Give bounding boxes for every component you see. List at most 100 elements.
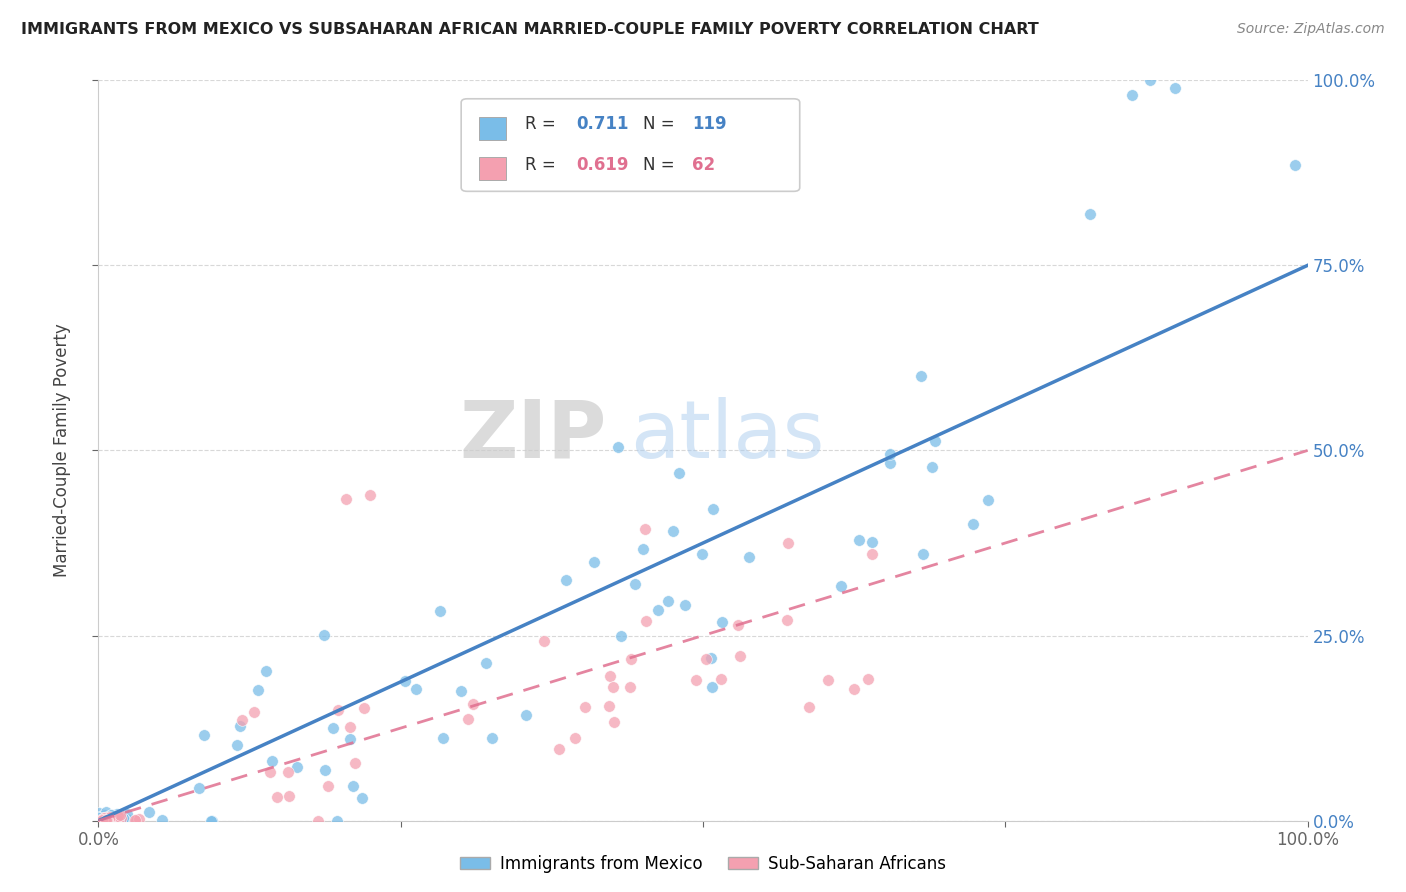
Point	[105, 807, 128, 822]
Point	[93, 810, 115, 824]
Point	[107, 808, 129, 822]
Point	[201, 814, 224, 828]
Point	[93, 811, 115, 825]
Point	[107, 813, 129, 827]
Point	[107, 813, 129, 827]
Point	[128, 812, 150, 826]
Point	[111, 811, 134, 825]
Point	[97, 812, 120, 826]
Point	[316, 779, 339, 793]
Point	[879, 447, 901, 461]
Text: atlas: atlas	[630, 397, 825, 475]
Point	[98, 810, 121, 824]
Point	[856, 673, 879, 687]
Point	[124, 814, 146, 828]
Point	[657, 594, 679, 608]
Point	[100, 808, 122, 822]
Point	[463, 697, 485, 711]
Point	[702, 502, 724, 516]
Point	[277, 765, 299, 780]
Point	[830, 579, 852, 593]
Point	[624, 577, 647, 591]
Point	[110, 811, 132, 825]
Point	[842, 682, 865, 697]
Point	[246, 683, 269, 698]
Point	[200, 814, 222, 828]
Point	[564, 731, 586, 746]
Point	[91, 811, 114, 825]
Point	[91, 813, 114, 827]
Point	[260, 754, 283, 768]
Point	[228, 719, 250, 733]
Text: Source: ZipAtlas.com: Source: ZipAtlas.com	[1237, 22, 1385, 37]
Point	[266, 790, 288, 805]
Point	[96, 805, 118, 820]
Point	[911, 547, 934, 561]
Point	[574, 699, 596, 714]
Point	[96, 813, 118, 827]
Point	[97, 811, 120, 825]
Point	[1163, 80, 1185, 95]
Point	[353, 701, 375, 715]
Point	[322, 721, 344, 735]
Point	[631, 541, 654, 556]
Point	[89, 813, 111, 827]
Point	[475, 656, 498, 670]
Point	[94, 812, 117, 826]
Point	[90, 813, 112, 827]
Point	[602, 680, 624, 694]
Point	[115, 807, 138, 822]
Point	[962, 517, 984, 532]
Point	[193, 729, 215, 743]
Point	[307, 814, 329, 828]
FancyBboxPatch shape	[479, 117, 506, 139]
Point	[226, 738, 249, 752]
Point	[634, 522, 657, 536]
Point	[977, 493, 1000, 508]
Point	[91, 813, 114, 827]
Point	[620, 651, 643, 665]
Point	[326, 814, 349, 828]
Point	[685, 673, 707, 688]
Point	[90, 813, 112, 827]
Point	[1284, 158, 1306, 172]
Text: 119: 119	[692, 115, 727, 133]
Point	[107, 811, 129, 825]
Point	[1139, 73, 1161, 87]
Point	[231, 713, 253, 727]
Point	[93, 812, 115, 826]
Point	[339, 720, 361, 734]
Point	[360, 488, 382, 502]
Point	[104, 812, 127, 826]
Point	[457, 712, 479, 726]
Point	[259, 764, 281, 779]
Text: ZIP: ZIP	[458, 397, 606, 475]
Text: 0.711: 0.711	[576, 115, 628, 133]
Point	[728, 649, 751, 664]
Point	[104, 812, 127, 826]
Text: IMMIGRANTS FROM MEXICO VS SUBSAHARAN AFRICAN MARRIED-COUPLE FAMILY POVERTY CORRE: IMMIGRANTS FROM MEXICO VS SUBSAHARAN AFR…	[21, 22, 1039, 37]
Point	[93, 812, 115, 826]
Point	[104, 809, 127, 823]
Point	[108, 814, 131, 828]
Text: 62: 62	[692, 156, 716, 175]
Point	[87, 812, 110, 826]
Point	[96, 813, 118, 827]
Point	[187, 781, 209, 796]
Point	[103, 812, 125, 826]
Point	[100, 808, 122, 822]
Point	[710, 672, 733, 686]
Point	[103, 810, 125, 824]
Point	[103, 813, 125, 827]
Point	[797, 699, 820, 714]
Point	[114, 812, 136, 826]
Point	[278, 789, 301, 803]
Point	[879, 456, 901, 470]
Point	[710, 615, 733, 629]
Point	[89, 813, 111, 827]
Point	[285, 760, 308, 774]
Point	[700, 680, 723, 694]
Point	[515, 708, 537, 723]
Point	[695, 651, 717, 665]
Text: N =: N =	[643, 115, 679, 133]
